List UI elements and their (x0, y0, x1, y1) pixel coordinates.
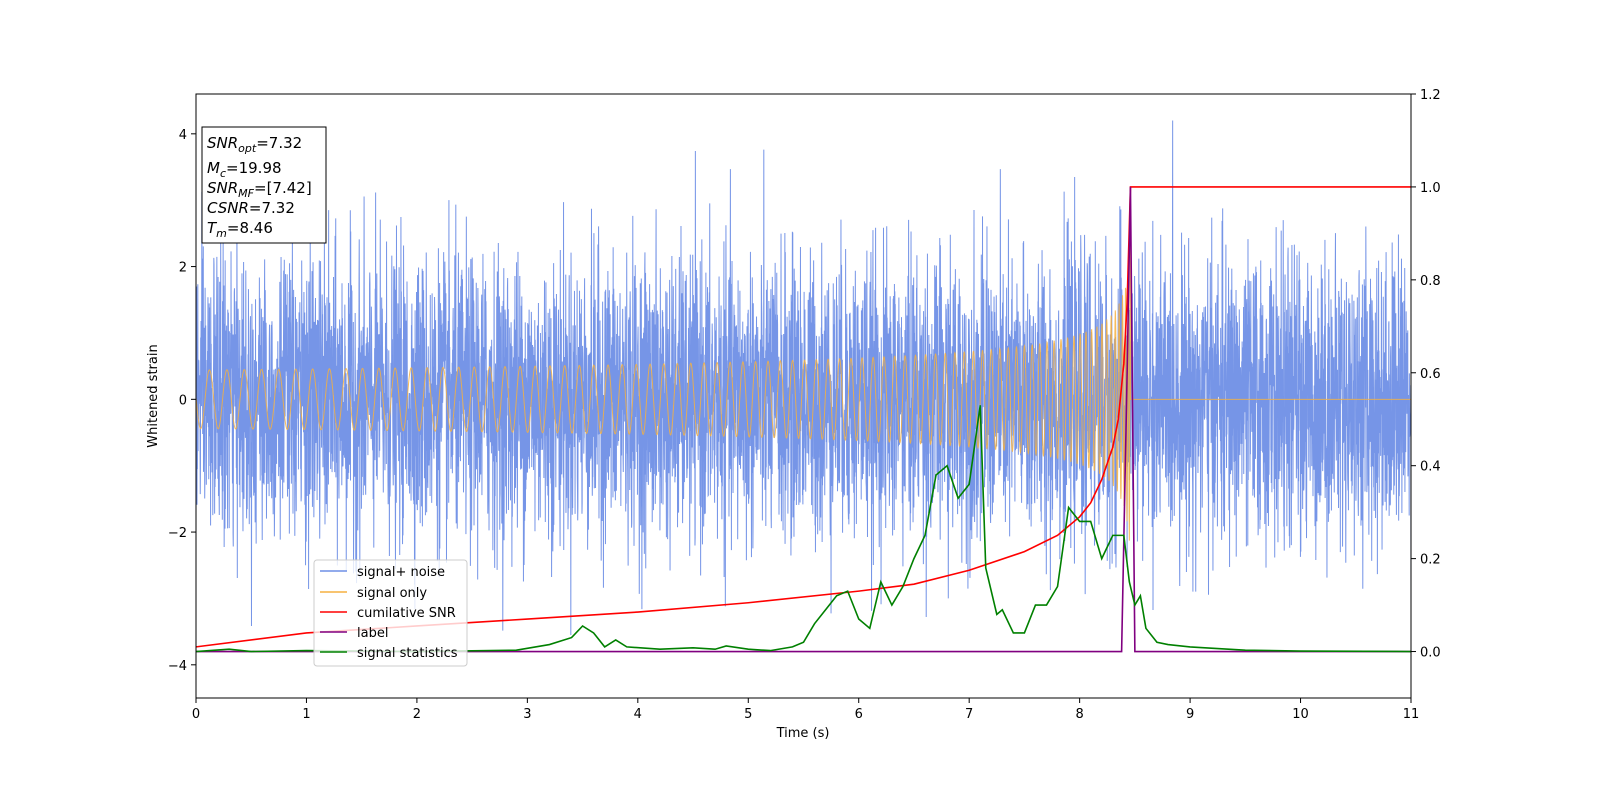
info-csnr: CSNR=7.32 (207, 199, 295, 217)
y-right-tick-label: 0.4 (1420, 460, 1441, 475)
legend-label-label: label (357, 626, 388, 641)
y-right-tick-label: 0.6 (1420, 367, 1441, 382)
y-right-tick-label: 0.8 (1420, 274, 1441, 289)
legend-frame (313, 559, 468, 667)
series-layer (196, 120, 1411, 653)
legend-label-signal-only: signal only (357, 586, 427, 601)
y-axis-label: Whitened strain (146, 344, 161, 447)
y-right-tick-label: 0.2 (1420, 553, 1441, 568)
x-tick-label: 4 (634, 707, 642, 722)
y-left-tick-label: 0 (179, 393, 187, 408)
y-right-tick-label: 1.2 (1420, 88, 1441, 103)
x-tick-label: 5 (744, 707, 752, 722)
x-axis-label: Time (s) (776, 726, 830, 741)
x-tick-label: 3 (523, 707, 531, 722)
info-tm: Tm=8.46 (207, 219, 273, 240)
y-left-tick-label: −4 (168, 659, 187, 674)
legend-label-cumulative-snr: cumilative SNR (357, 606, 456, 621)
y-right-tick-label: 1.0 (1420, 181, 1441, 196)
y-axis-right: 0.0 0.2 0.4 0.6 0.8 1.0 1.2 (1411, 88, 1441, 661)
info-snr-mf: SNRMF=[7.42] (207, 179, 312, 200)
series-signal-statistics-line (196, 405, 1411, 653)
x-tick-label: 0 (192, 707, 200, 722)
legend-label-signal-noise: signal+ noise (357, 565, 445, 580)
info-box: SNRopt=7.32 Mc=19.98 SNRMF=[7.42] CSNR=7… (201, 126, 327, 244)
info-mc: Mc=19.98 (207, 159, 282, 180)
series-label-line (196, 186, 1411, 653)
y-left-tick-label: 2 (179, 261, 187, 276)
y-left-tick-label: −2 (168, 526, 187, 541)
x-tick-label: 1 (302, 707, 310, 722)
info-box-frame (201, 126, 327, 244)
x-tick-label: 8 (1075, 707, 1083, 722)
x-tick-label: 6 (855, 707, 863, 722)
series-signal-only-line (196, 242, 1411, 541)
y-right-tick-label: 0.0 (1420, 646, 1441, 661)
legend: signal+ noise signal only cumilative SNR… (313, 559, 468, 667)
x-axis: 0 1 2 3 4 5 6 7 8 9 10 11 (192, 698, 1419, 722)
x-tick-label: 7 (965, 707, 973, 722)
series-cumulative-snr-line (196, 186, 1411, 648)
info-snr-opt: SNRopt=7.32 (207, 134, 302, 155)
x-tick-label: 11 (1403, 707, 1420, 722)
plot-frame (195, 93, 1412, 699)
y-left-tick-label: 4 (179, 128, 187, 143)
x-tick-label: 9 (1186, 707, 1194, 722)
x-tick-label: 2 (413, 707, 421, 722)
y-axis-left: −4 −2 0 2 4 (168, 128, 196, 674)
x-tick-label: 10 (1292, 707, 1309, 722)
legend-label-signal-statistics: signal statistics (357, 646, 458, 661)
series-signal-noise-line (196, 120, 1411, 636)
